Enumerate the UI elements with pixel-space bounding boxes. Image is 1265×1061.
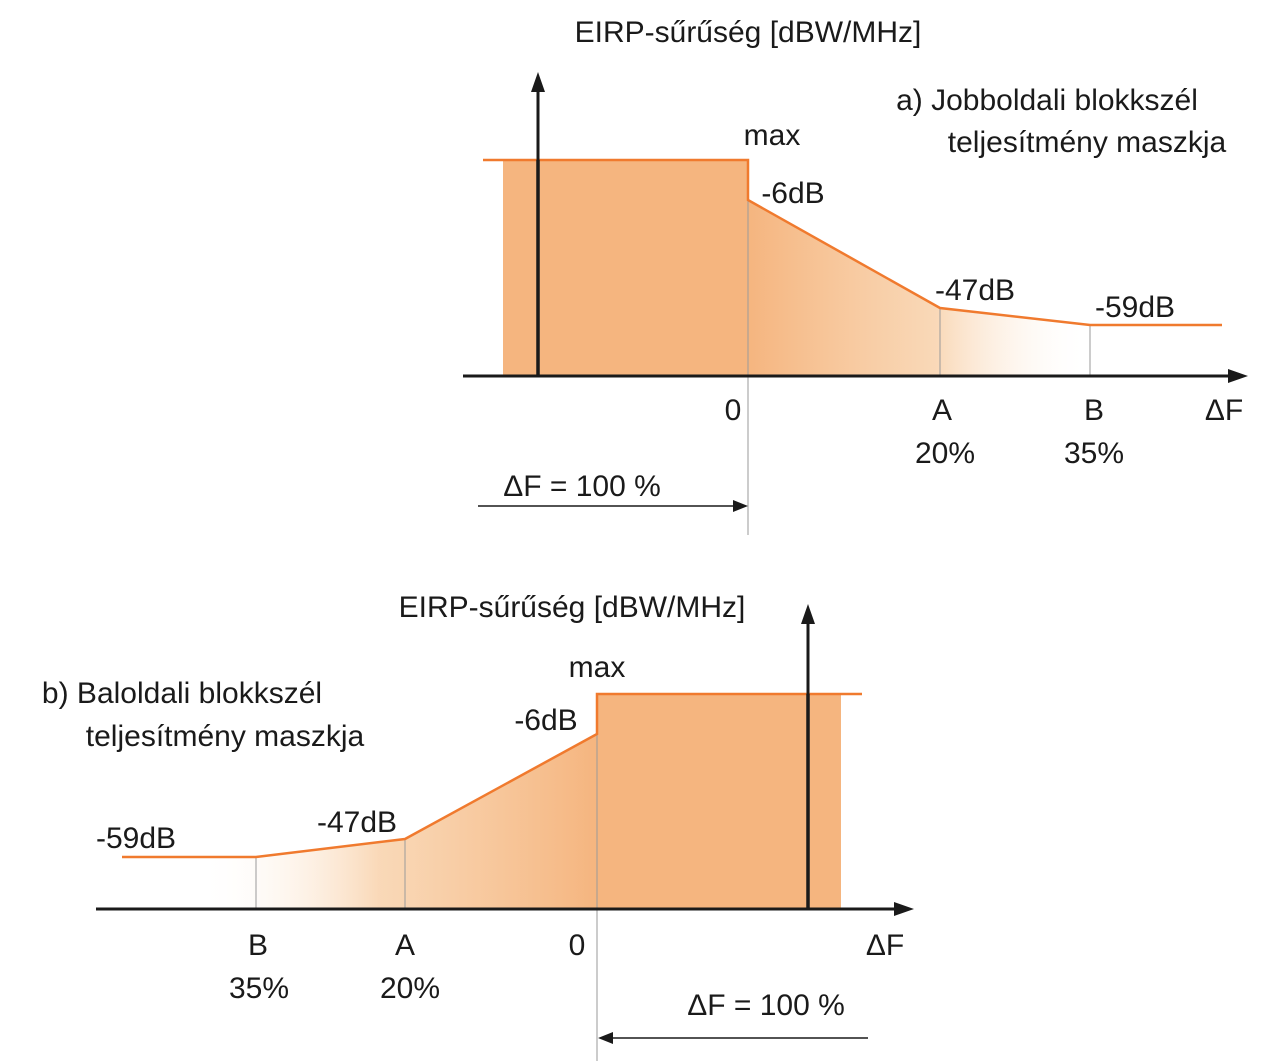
mask-b-outband-fill — [200, 734, 597, 909]
y-axis-b-label: EIRP-sűrűség [dBW/MHz] — [399, 591, 746, 624]
bandwidth-b-label: ΔF = 100 % — [687, 989, 845, 1022]
title-b-line2: teljesítmény maszkja — [86, 720, 365, 753]
level-b-6db: -6dB — [514, 704, 577, 737]
tick-a-A-pct: 20% — [915, 437, 975, 470]
level-a-6db: -6dB — [761, 177, 824, 210]
x-axis-b-arrow — [894, 902, 914, 916]
level-a-59db: -59dB — [1095, 291, 1175, 324]
y-axis-a-label: EIRP-sűrűség [dBW/MHz] — [575, 16, 922, 49]
bandwidth-a-label: ΔF = 100 % — [503, 470, 661, 503]
mask-a-line — [483, 158, 1222, 327]
y-axis-b-arrow — [801, 604, 815, 624]
title-b-line1: b) Baloldali blokkszél — [42, 677, 322, 710]
tick-b-B-pct: 35% — [229, 972, 289, 1005]
mask-b-inband-fill — [597, 694, 841, 909]
tick-a-A-letter: A — [932, 394, 952, 427]
tick-a-zero: 0 — [725, 394, 742, 427]
tick-b-zero: 0 — [569, 929, 586, 962]
mask-a-outband-fill — [748, 200, 1090, 376]
mask-a-inband-fill — [503, 160, 748, 376]
bandwidth-b-arrowhead — [598, 1032, 613, 1044]
tick-b-B-letter: B — [248, 929, 268, 962]
level-b-max: max — [569, 651, 626, 684]
x-axis-a-arrow — [1228, 369, 1248, 383]
level-a-max: max — [744, 119, 801, 152]
mask-b-line — [122, 692, 862, 859]
title-a-line1: a) Jobboldali blokkszél — [896, 84, 1198, 117]
x-axis-b-label: ΔF — [866, 929, 904, 962]
y-axis-a-arrow — [531, 72, 545, 92]
diagram-a: EIRP-sűrűség [dBW/MHz] a) Jobboldali blo… — [463, 16, 1248, 535]
level-a-47db: -47dB — [935, 274, 1015, 307]
title-a-line2: teljesítmény maszkja — [948, 126, 1227, 159]
tick-a-B-pct: 35% — [1064, 437, 1124, 470]
tick-b-A-pct: 20% — [380, 972, 440, 1005]
tick-a-B-letter: B — [1084, 394, 1104, 427]
tick-b-A-letter: A — [395, 929, 415, 962]
diagram-b: EIRP-sűrűség [dBW/MHz] b) Baloldali blok… — [42, 591, 914, 1061]
level-b-59db: -59dB — [96, 822, 176, 855]
x-axis-a-label: ΔF — [1205, 394, 1243, 427]
bandwidth-a-arrowhead — [733, 500, 748, 512]
level-b-47db: -47dB — [317, 806, 397, 839]
